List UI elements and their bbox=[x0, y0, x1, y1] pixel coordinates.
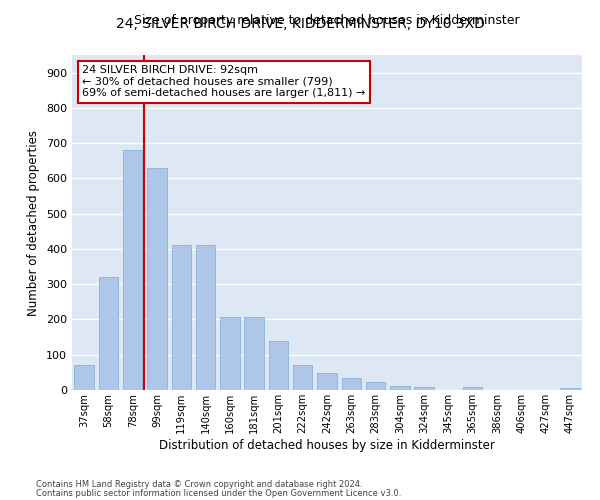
Bar bbox=[196, 246, 215, 390]
Text: Contains public sector information licensed under the Open Government Licence v3: Contains public sector information licen… bbox=[36, 488, 401, 498]
Bar bbox=[172, 246, 191, 390]
Bar bbox=[415, 387, 434, 390]
Bar bbox=[463, 387, 482, 390]
Bar bbox=[269, 340, 288, 390]
Bar bbox=[293, 366, 313, 390]
Title: Size of property relative to detached houses in Kidderminster: Size of property relative to detached ho… bbox=[134, 14, 520, 28]
Bar bbox=[147, 168, 167, 390]
Text: 24, SILVER BIRCH DRIVE, KIDDERMINSTER, DY10 3XD: 24, SILVER BIRCH DRIVE, KIDDERMINSTER, D… bbox=[116, 18, 484, 32]
Bar bbox=[220, 317, 239, 390]
Bar bbox=[390, 386, 410, 390]
Bar bbox=[99, 277, 118, 390]
Text: 24 SILVER BIRCH DRIVE: 92sqm
← 30% of detached houses are smaller (799)
69% of s: 24 SILVER BIRCH DRIVE: 92sqm ← 30% of de… bbox=[82, 65, 365, 98]
Bar bbox=[123, 150, 142, 390]
Text: Contains HM Land Registry data © Crown copyright and database right 2024.: Contains HM Land Registry data © Crown c… bbox=[36, 480, 362, 489]
Bar bbox=[341, 378, 361, 390]
X-axis label: Distribution of detached houses by size in Kidderminster: Distribution of detached houses by size … bbox=[159, 438, 495, 452]
Y-axis label: Number of detached properties: Number of detached properties bbox=[28, 130, 40, 316]
Bar bbox=[366, 382, 385, 390]
Bar bbox=[560, 388, 580, 390]
Bar bbox=[74, 364, 94, 390]
Bar bbox=[244, 317, 264, 390]
Bar bbox=[317, 374, 337, 390]
